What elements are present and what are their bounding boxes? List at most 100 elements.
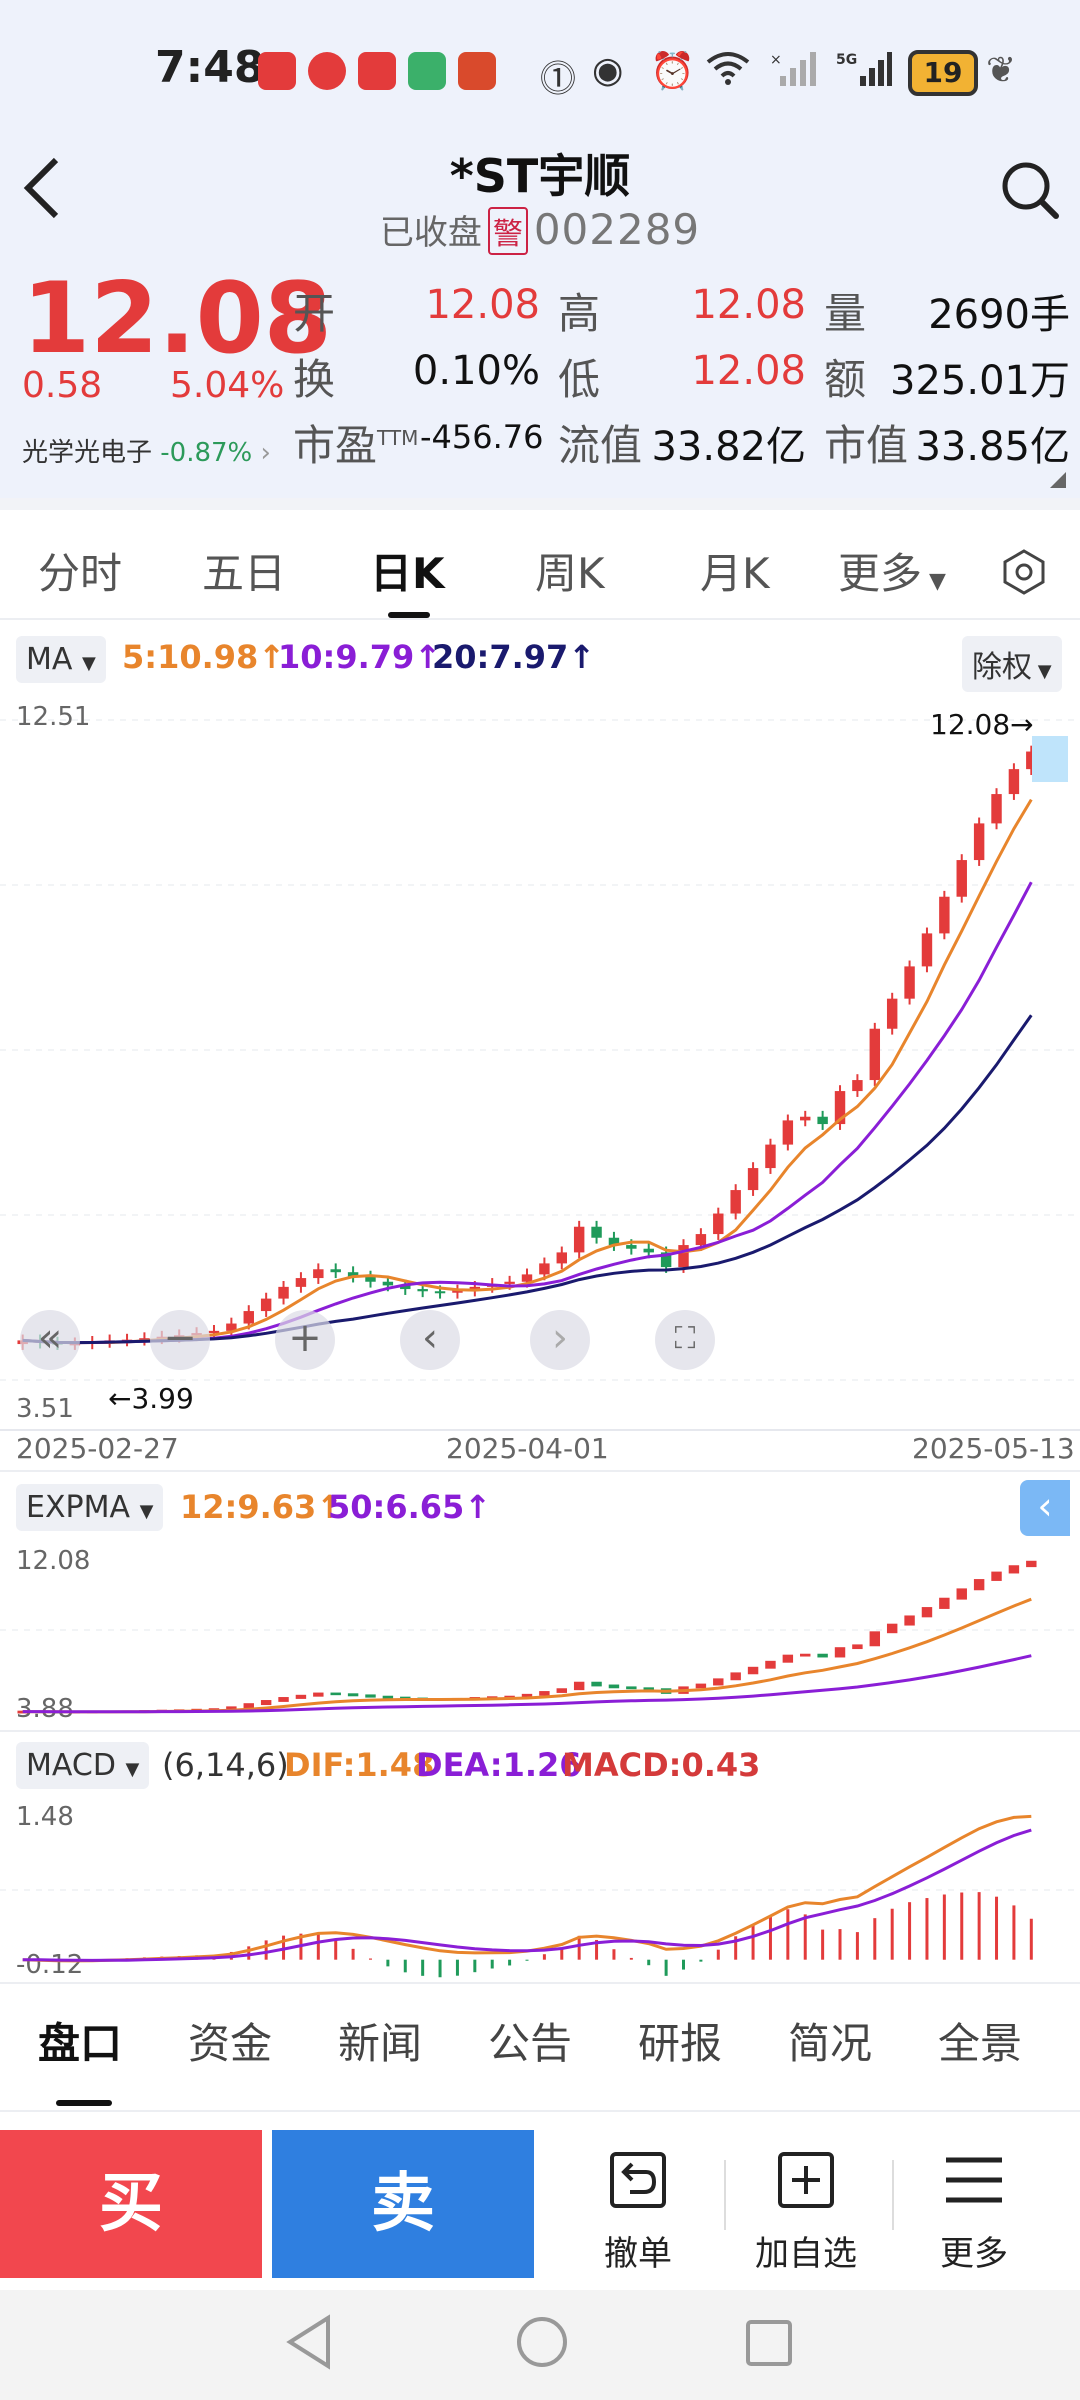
stock-code: 002289 <box>533 205 701 254</box>
buy-button[interactable]: 买 <box>0 2130 262 2278</box>
low-value: 12.08 <box>691 348 806 394</box>
float-cap-value: 33.82亿 <box>651 424 806 470</box>
status-bar <box>0 0 1080 140</box>
header <box>0 140 1080 260</box>
app-notification-icon <box>308 52 346 90</box>
pe-label: 市盈TTM <box>293 421 419 470</box>
search-icon[interactable] <box>1000 160 1059 219</box>
volume-value: 2690手 <box>928 292 1070 338</box>
wifi-icon <box>706 50 750 95</box>
zoom-out-button[interactable]: − <box>150 1310 210 1370</box>
caret-down-icon: ▼ <box>139 1501 154 1522</box>
tab-research[interactable]: 研报 <box>638 2019 723 2068</box>
scroll-right-button[interactable]: › <box>530 1310 590 1370</box>
more-button[interactable]: 更多 <box>940 2234 1008 2274</box>
tab-overview[interactable]: 全景 <box>938 2019 1023 2068</box>
scroll-left-fast-button[interactable]: « <box>20 1310 80 1370</box>
sell-button[interactable]: 卖 <box>272 2130 534 2278</box>
nav-back-icon[interactable] <box>284 2314 334 2374</box>
candle-body <box>313 1269 324 1279</box>
candle-body <box>834 1647 846 1658</box>
open-label: 开 <box>293 289 336 338</box>
date-end: 2025-05-13 <box>912 1432 1075 1465</box>
macd-chart[interactable] <box>0 1796 1080 1982</box>
app-notification-icon <box>408 52 446 90</box>
candle-body <box>278 1286 289 1299</box>
collapse-panel-button[interactable]: ‹ <box>1020 1480 1070 1536</box>
macd-params: (6,14,6) <box>162 1746 289 1784</box>
scroll-left-button[interactable]: ‹ <box>400 1310 460 1370</box>
tab-more[interactable]: 更多 ▼ <box>838 549 946 598</box>
candle-body <box>626 1686 637 1690</box>
expma50-value: 50:6.65↑ <box>328 1488 492 1526</box>
battery-icon: 19 <box>908 50 978 96</box>
back-button[interactable] <box>22 155 62 237</box>
candle-body <box>1008 1565 1020 1574</box>
cancel-order-button[interactable]: 撤单 <box>604 2234 672 2274</box>
candle-body <box>643 1687 654 1691</box>
section-divider <box>0 498 1080 510</box>
tab-announcements[interactable]: 公告 <box>488 2019 573 2068</box>
candle-body <box>226 1323 237 1331</box>
tab-profile[interactable]: 简况 <box>788 2019 873 2068</box>
tab-daily-k[interactable]: 日K <box>370 549 445 598</box>
data-icon: ⓵ <box>540 59 577 100</box>
tab-weekly-k[interactable]: 周K <box>535 549 605 598</box>
candle-body <box>330 1269 341 1273</box>
candle-body <box>886 1623 898 1634</box>
nav-home-icon[interactable] <box>514 2314 570 2374</box>
candle-body <box>904 966 915 999</box>
candle-body <box>660 1252 672 1268</box>
float-cap-label: 流值 <box>558 421 643 470</box>
sector-link[interactable]: 光学光电子 -0.87% › <box>22 432 271 469</box>
candle-body <box>939 1597 950 1609</box>
tab-monthly-k[interactable]: 月K <box>700 549 770 598</box>
candle-body <box>869 1028 881 1081</box>
expma-chart[interactable] <box>0 1540 1080 1726</box>
candle-body <box>973 823 985 861</box>
alarm-icon: ⏰ <box>650 51 695 92</box>
candle-body <box>208 1330 220 1334</box>
low-price-marker: ←3.99 <box>108 1382 194 1415</box>
candle-body <box>452 1290 463 1293</box>
zoom-in-button[interactable]: + <box>275 1310 335 1370</box>
candle-body <box>434 1291 446 1294</box>
market-cap-label: 市值 <box>824 421 909 470</box>
candle-body <box>834 1091 846 1125</box>
candle-body <box>973 1579 985 1591</box>
fullscreen-button[interactable]: ⛶ <box>655 1310 715 1370</box>
candle-body <box>1026 751 1037 770</box>
last-price-highlight <box>1032 736 1068 782</box>
chevron-right-icon: › <box>260 438 271 468</box>
tab-news[interactable]: 新闻 <box>338 2019 423 2068</box>
ma20-value: 20:7.97↑ <box>432 638 596 676</box>
open-value: 12.08 <box>425 282 540 328</box>
date-start: 2025-02-27 <box>16 1432 179 1465</box>
cancel-order-icon <box>608 2150 668 2214</box>
expand-corner-icon[interactable] <box>1050 472 1066 488</box>
tab-order-book[interactable]: 盘口 <box>38 2019 123 2068</box>
status-time: 7:48 <box>155 42 265 93</box>
add-watchlist-button[interactable]: 加自选 <box>755 2234 857 2274</box>
high-label: 高 <box>558 289 601 338</box>
tab-intraday[interactable]: 分时 <box>38 549 123 598</box>
amount-value: 325.01万 <box>890 358 1070 404</box>
turnover-value: 0.10% <box>412 348 540 394</box>
candle-body <box>713 1678 724 1686</box>
caret-down-icon: ▼ <box>125 1759 140 1780</box>
adjust-selector[interactable]: 除权 ▼ <box>962 636 1062 692</box>
expma-selector[interactable]: EXPMA ▼ <box>16 1484 164 1531</box>
candle-body <box>260 1700 272 1706</box>
market-status: 已收盘 <box>379 213 482 253</box>
macd-selector[interactable]: MACD ▼ <box>16 1742 150 1789</box>
tab-capital[interactable]: 资金 <box>188 2019 273 2068</box>
signal-icon: × <box>770 50 820 95</box>
expma-y-max: 12.08 <box>16 1546 91 1576</box>
nav-recents-icon[interactable] <box>744 2318 794 2372</box>
candle-body <box>243 1703 254 1709</box>
tab-five-day[interactable]: 五日 <box>202 549 287 598</box>
settings-hexagon-icon[interactable] <box>1000 548 1048 596</box>
macd-dif: DIF:1.48 <box>284 1746 435 1784</box>
caret-down-icon: ▼ <box>922 569 946 594</box>
ma-selector[interactable]: MA ▼ <box>16 636 106 683</box>
